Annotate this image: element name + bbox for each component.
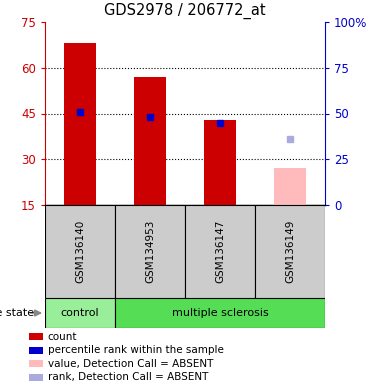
Bar [45, 205, 115, 298]
Text: multiple sclerosis: multiple sclerosis [172, 308, 268, 318]
Text: GSM136140: GSM136140 [75, 220, 85, 283]
Text: GSM136147: GSM136147 [215, 220, 225, 283]
Bar [29, 346, 43, 354]
Bar [29, 374, 43, 381]
Bar [204, 119, 236, 205]
Bar [134, 77, 166, 205]
Bar [115, 205, 185, 298]
Text: GSM136149: GSM136149 [285, 220, 295, 283]
Text: value, Detection Call = ABSENT: value, Detection Call = ABSENT [48, 359, 213, 369]
Title: GDS2978 / 206772_at: GDS2978 / 206772_at [104, 3, 266, 19]
Bar [29, 333, 43, 341]
Text: count: count [48, 332, 77, 342]
Text: GSM134953: GSM134953 [145, 220, 155, 283]
Bar [274, 169, 306, 205]
Bar [185, 205, 255, 298]
Text: percentile rank within the sample: percentile rank within the sample [48, 345, 223, 355]
Text: disease state: disease state [0, 308, 34, 318]
Bar [45, 298, 115, 328]
Bar [64, 43, 96, 205]
Bar [255, 205, 325, 298]
Text: rank, Detection Call = ABSENT: rank, Detection Call = ABSENT [48, 372, 208, 382]
Text: control: control [61, 308, 99, 318]
Bar [29, 360, 43, 367]
Bar [115, 298, 325, 328]
